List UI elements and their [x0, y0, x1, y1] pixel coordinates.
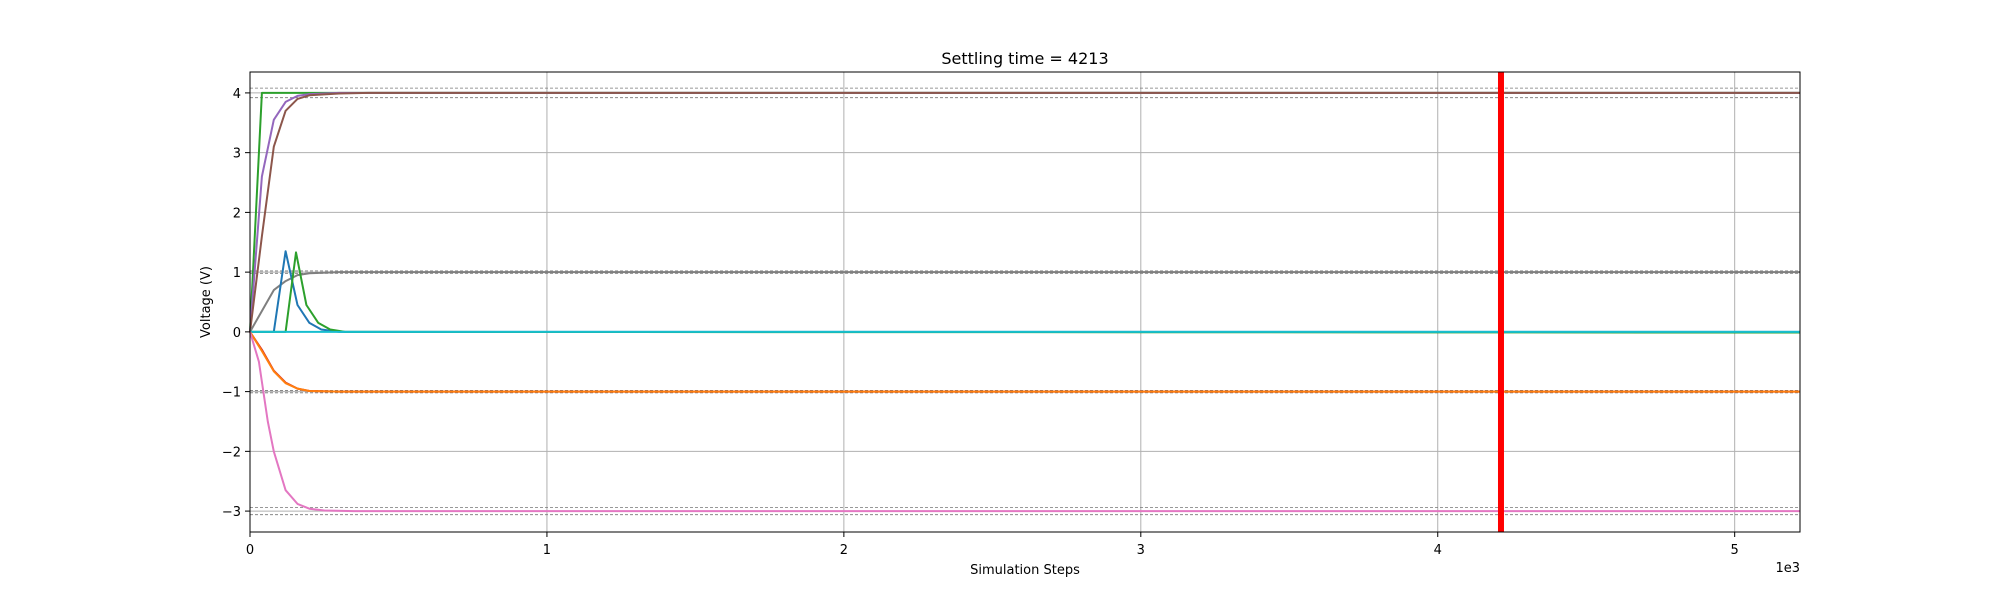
grid	[249, 72, 1800, 532]
y-tick-label: 2	[233, 206, 241, 221]
series-lines	[249, 91, 1801, 513]
y-tick-label: 1	[233, 266, 241, 281]
x-tick-label: 3	[1137, 543, 1145, 558]
axis-ticks: 0 1 2 3 4 5 −3 −2 −1 0 1 2 3 4	[222, 87, 1739, 558]
series-line	[249, 331, 1800, 393]
series-line	[249, 91, 1800, 333]
series-line	[250, 251, 1801, 334]
x-axis-label: Simulation Steps	[970, 563, 1080, 578]
series-line	[249, 331, 1800, 513]
x-tick-label: 1	[543, 543, 551, 558]
x-axis-offset-label: 1e3	[1775, 561, 1800, 576]
x-tick-label: 2	[840, 543, 848, 558]
x-tick-label: 5	[1731, 543, 1739, 558]
y-axis-label: Voltage (V)	[199, 266, 214, 338]
y-tick-label: −3	[222, 505, 241, 520]
chart-title: Settling time = 4213	[941, 49, 1108, 68]
series-line	[250, 250, 1800, 333]
x-tick-label: 4	[1434, 543, 1442, 558]
y-tick-label: 0	[233, 326, 241, 341]
series-line	[249, 271, 1800, 333]
plot-frame	[249, 71, 1801, 533]
y-tick-label: −2	[222, 445, 241, 460]
tolerance-bands	[250, 87, 1800, 516]
x-tick-label: 0	[246, 543, 254, 558]
series-line	[249, 331, 1800, 393]
y-tick-label: −1	[222, 386, 241, 401]
y-tick-label: 3	[233, 147, 241, 162]
y-tick-label: 4	[233, 87, 241, 102]
